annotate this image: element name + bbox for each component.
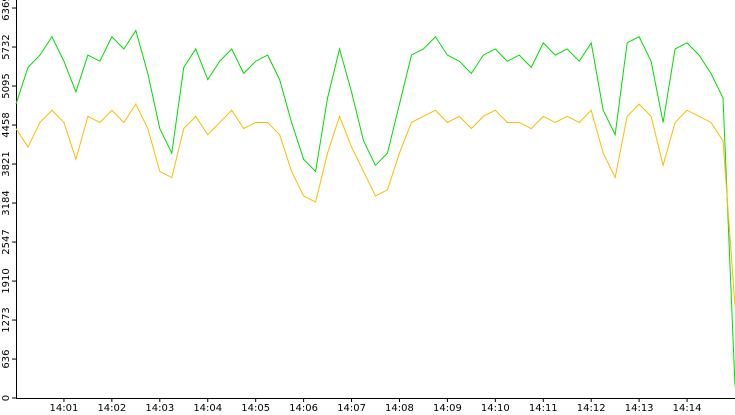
y-tick-label: 0 bbox=[1, 395, 12, 401]
x-tick-label: 14:10 bbox=[481, 403, 510, 414]
y-tick-label: 3184 bbox=[1, 190, 12, 215]
x-tick-label: 14:03 bbox=[145, 403, 174, 414]
x-tick-label: 14:13 bbox=[625, 403, 654, 414]
y-tick-label: 6369 bbox=[1, 0, 12, 21]
y-tick-label: 636 bbox=[1, 350, 12, 369]
x-tick-label: 14:09 bbox=[433, 403, 462, 414]
x-tick-label: 14:08 bbox=[385, 403, 414, 414]
y-tick-label: 1910 bbox=[1, 268, 12, 293]
x-tick-label: 14:14 bbox=[673, 403, 702, 414]
y-tick-label: 4458 bbox=[1, 112, 12, 137]
x-tick-label: 14:11 bbox=[529, 403, 558, 414]
series-line bbox=[15, 29, 735, 386]
series-line bbox=[15, 103, 735, 307]
x-tick-label: 14:05 bbox=[241, 403, 270, 414]
x-tick-label: 14:04 bbox=[193, 403, 222, 414]
y-tick-label: 3821 bbox=[1, 151, 12, 176]
x-tick-label: 14:12 bbox=[577, 403, 606, 414]
y-tick-label: 1273 bbox=[1, 307, 12, 332]
x-tick-label: 14:01 bbox=[50, 403, 79, 414]
x-tick-label: 14:02 bbox=[97, 403, 126, 414]
y-tick-label: 5732 bbox=[1, 34, 12, 59]
y-tick-label: 2547 bbox=[1, 229, 12, 254]
x-tick-label: 14:07 bbox=[337, 403, 366, 414]
y-tick-label: 5095 bbox=[1, 73, 12, 98]
x-tick-label: 14:06 bbox=[289, 403, 318, 414]
